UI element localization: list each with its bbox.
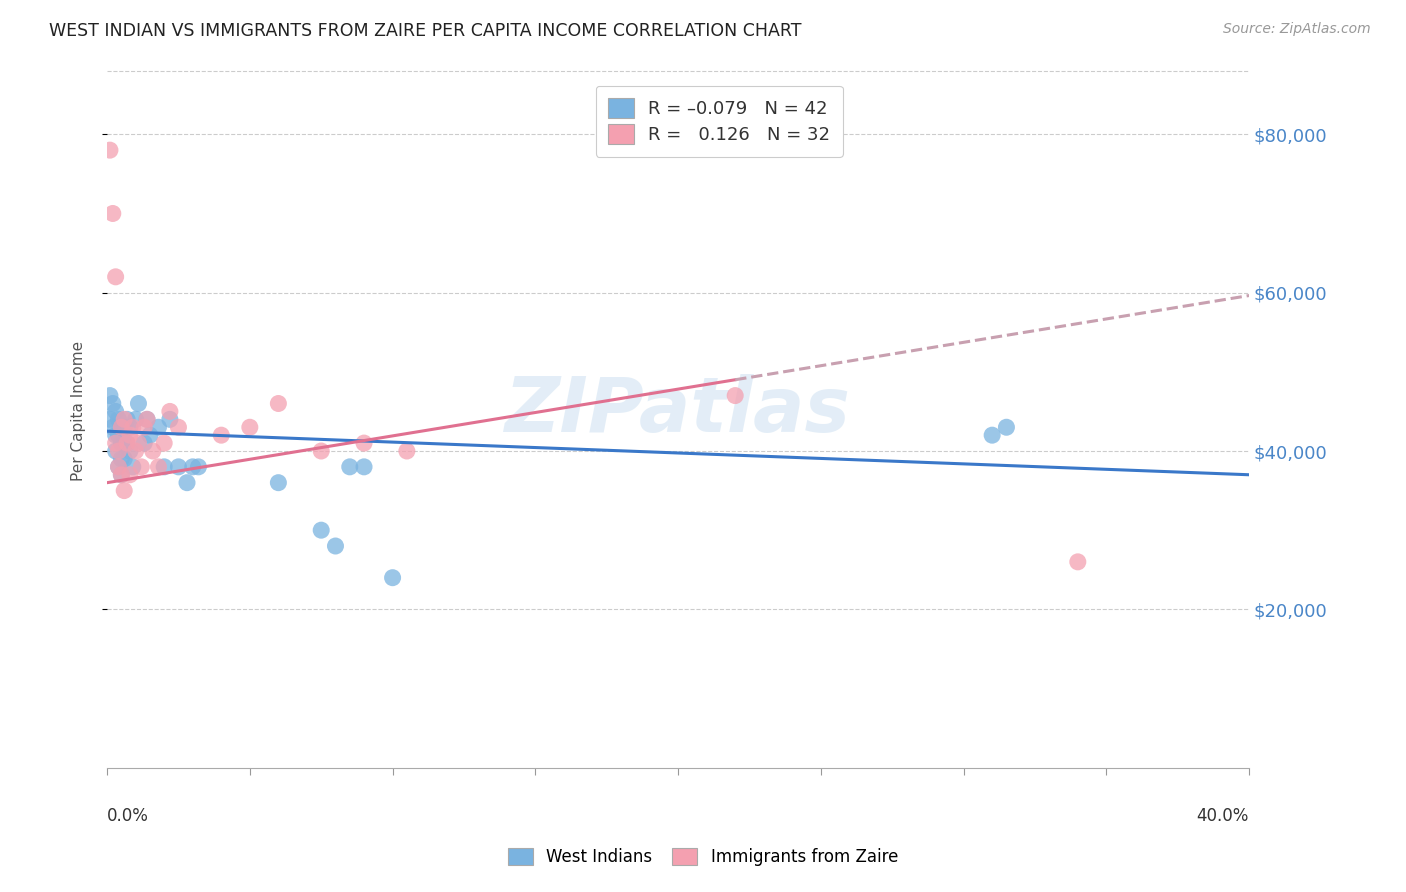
Point	[148, 420, 170, 434]
Point	[118, 467, 141, 482]
Point	[981, 428, 1004, 442]
Point	[353, 459, 375, 474]
Point	[167, 459, 190, 474]
Point	[167, 420, 190, 434]
Point	[176, 475, 198, 490]
Point	[181, 459, 204, 474]
Point	[724, 388, 747, 402]
Point	[110, 467, 132, 482]
Point	[118, 420, 141, 434]
Point	[101, 206, 124, 220]
Point	[353, 436, 375, 450]
Point	[131, 459, 153, 474]
Point	[101, 396, 124, 410]
Point	[127, 396, 149, 410]
Y-axis label: Per Capita Income: Per Capita Income	[72, 342, 86, 482]
Point	[121, 459, 143, 474]
Point	[159, 404, 181, 418]
Point	[118, 428, 141, 442]
Point	[267, 396, 290, 410]
Point	[104, 269, 127, 284]
Legend: West Indians, Immigrants from Zaire: West Indians, Immigrants from Zaire	[502, 841, 904, 873]
Text: ZIPatlas: ZIPatlas	[505, 375, 851, 449]
Point	[115, 436, 138, 450]
Point	[153, 436, 176, 450]
Point	[112, 483, 135, 498]
Point	[115, 436, 138, 450]
Point	[110, 436, 132, 450]
Point	[107, 412, 129, 426]
Point	[267, 475, 290, 490]
Point	[112, 451, 135, 466]
Text: Source: ZipAtlas.com: Source: ZipAtlas.com	[1223, 22, 1371, 37]
Point	[110, 467, 132, 482]
Point	[239, 420, 262, 434]
Point	[139, 428, 162, 442]
Point	[339, 459, 361, 474]
Point	[118, 444, 141, 458]
Point	[107, 459, 129, 474]
Point	[1067, 555, 1090, 569]
Point	[136, 412, 159, 426]
Point	[107, 428, 129, 442]
Point	[98, 143, 121, 157]
Text: WEST INDIAN VS IMMIGRANTS FROM ZAIRE PER CAPITA INCOME CORRELATION CHART: WEST INDIAN VS IMMIGRANTS FROM ZAIRE PER…	[49, 22, 801, 40]
Point	[104, 436, 127, 450]
Point	[124, 412, 146, 426]
Point	[104, 444, 127, 458]
Point	[187, 459, 209, 474]
Point	[107, 459, 129, 474]
Point	[134, 420, 156, 434]
Point	[127, 436, 149, 450]
Point	[121, 420, 143, 434]
Point	[101, 420, 124, 434]
Point	[98, 388, 121, 402]
Point	[381, 571, 404, 585]
Point	[112, 420, 135, 434]
Point	[110, 420, 132, 434]
Point	[136, 412, 159, 426]
Point	[142, 444, 165, 458]
Point	[325, 539, 347, 553]
Point	[309, 444, 332, 458]
Point	[98, 412, 121, 426]
Point	[124, 444, 146, 458]
Legend: R = –0.079   N = 42, R =   0.126   N = 32: R = –0.079 N = 42, R = 0.126 N = 32	[596, 86, 842, 157]
Point	[995, 420, 1018, 434]
Point	[112, 412, 135, 426]
Point	[395, 444, 418, 458]
Point	[159, 412, 181, 426]
Point	[153, 459, 176, 474]
Point	[104, 428, 127, 442]
Point	[309, 523, 332, 537]
Point	[110, 451, 132, 466]
Point	[134, 436, 156, 450]
Text: 40.0%: 40.0%	[1197, 807, 1249, 825]
Point	[104, 404, 127, 418]
Point	[107, 444, 129, 458]
Point	[112, 436, 135, 450]
Point	[115, 412, 138, 426]
Point	[110, 420, 132, 434]
Point	[209, 428, 232, 442]
Point	[148, 459, 170, 474]
Text: 0.0%: 0.0%	[107, 807, 149, 825]
